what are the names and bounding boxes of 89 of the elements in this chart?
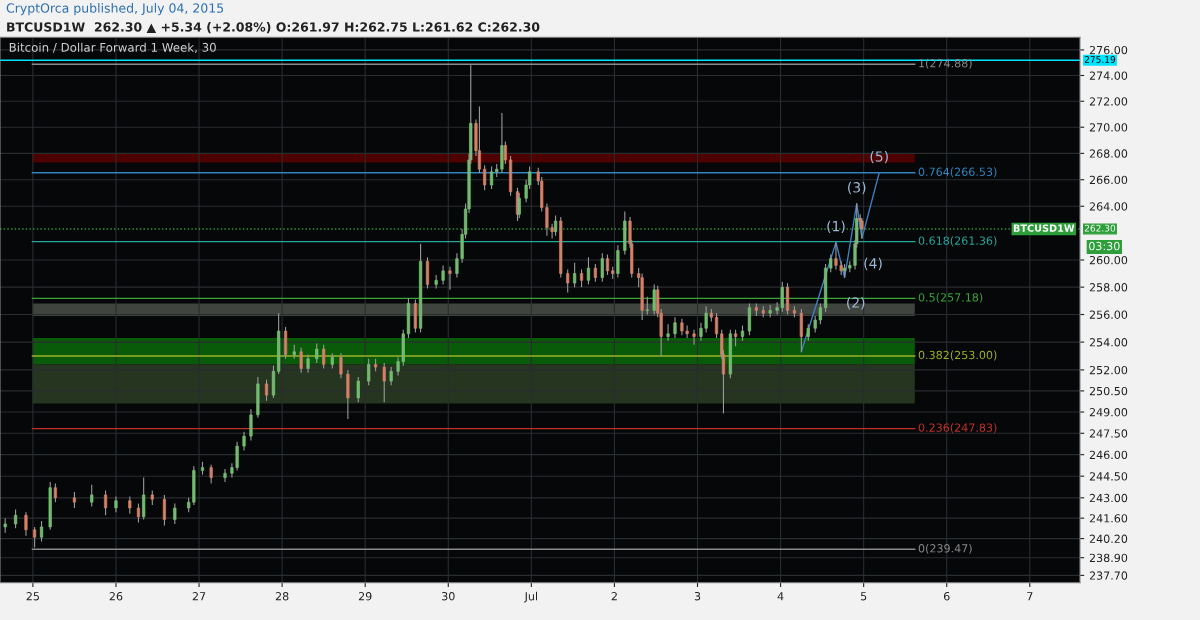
y-tick-label: 266.00 bbox=[1089, 175, 1128, 185]
x-tick-label: 25 bbox=[26, 592, 39, 601]
candlestick bbox=[566, 268, 570, 294]
candlestick bbox=[382, 362, 386, 403]
x-tick-label: 3 bbox=[694, 592, 701, 601]
annotation: (3) bbox=[848, 181, 866, 195]
y-tick-label: 270.00 bbox=[1089, 123, 1128, 132]
candlestick bbox=[728, 329, 732, 379]
y-tick-label: 256.00 bbox=[1089, 310, 1128, 319]
y-tick-label: 268.00 bbox=[1089, 149, 1128, 158]
candlestick bbox=[593, 263, 597, 283]
candlestick bbox=[806, 323, 810, 342]
y-tick-label: 237.70 bbox=[1089, 571, 1128, 580]
annotation: (5) bbox=[870, 150, 888, 164]
x-tick-label: 28 bbox=[275, 592, 289, 601]
candlestick bbox=[330, 352, 334, 370]
ref-line-label: 0.5(257.18) bbox=[918, 292, 983, 303]
candlestick bbox=[413, 298, 417, 333]
candlestick bbox=[3, 517, 7, 534]
y-tick-label: 250.50 bbox=[1089, 386, 1128, 396]
candlestick bbox=[53, 482, 57, 503]
y-tick-label: 258.00 bbox=[1089, 283, 1128, 292]
text: 03:30 bbox=[1089, 241, 1120, 251]
candlestick bbox=[645, 296, 649, 316]
candlestick bbox=[277, 312, 281, 375]
candlestick bbox=[434, 274, 438, 290]
candlestick bbox=[48, 481, 52, 531]
x-tick-label: 2 bbox=[611, 592, 617, 601]
y-tick-label: 260.00 bbox=[1089, 255, 1128, 265]
line-series bbox=[800, 172, 880, 353]
candlestick bbox=[559, 216, 563, 279]
candlestick bbox=[799, 308, 803, 353]
y-tick-label: 246.00 bbox=[1089, 450, 1128, 460]
y-tick-label: 252.00 bbox=[1089, 365, 1128, 375]
ref-line-label: 0.764(266.53) bbox=[918, 167, 997, 178]
y-tick-label: 247.50 bbox=[1089, 429, 1128, 438]
text: CryptOrca published, July 04, 2015 bbox=[6, 3, 224, 16]
y-tick-label: 243.00 bbox=[1089, 493, 1128, 503]
x-tick-label: 6 bbox=[943, 592, 950, 601]
candlestick bbox=[315, 342, 319, 364]
y-tick-label: 276.00 bbox=[1089, 45, 1128, 55]
candlestick bbox=[356, 376, 360, 403]
chart-subtitle: BTCUSD1W 262.30 ▲ +5.34 (+2.08%) O:261.97 H:262.75 L:261.62 C:262.30 bbox=[7, 22, 540, 34]
y-tick-label: 272.00 bbox=[1089, 97, 1128, 106]
candlestick bbox=[389, 366, 393, 386]
ref-line-label: 0.236(247.83) bbox=[918, 423, 997, 434]
annotation: (2) bbox=[847, 297, 865, 310]
candlestick bbox=[142, 477, 146, 521]
ref-line-label: 0.618(261.36) bbox=[918, 236, 997, 247]
candlestick bbox=[292, 344, 296, 360]
candlestick bbox=[173, 503, 177, 525]
x-tick-label: 26 bbox=[109, 592, 123, 601]
candlestick bbox=[623, 211, 627, 256]
y-tick-label: 264.00 bbox=[1089, 202, 1128, 211]
y-tick-label: 238.90 bbox=[1089, 553, 1128, 563]
candlestick bbox=[761, 305, 765, 318]
candlestick bbox=[299, 347, 303, 374]
candlestick bbox=[128, 495, 132, 515]
annotation: (4) bbox=[864, 257, 882, 271]
candlestick bbox=[573, 262, 577, 288]
x-tick-label: 30 bbox=[442, 592, 455, 601]
y-tick-label: 249.00 bbox=[1089, 408, 1128, 417]
candlestick bbox=[483, 164, 487, 191]
y-tick-label: 240.20 bbox=[1089, 534, 1128, 543]
x-tick-label: 7 bbox=[1027, 592, 1033, 601]
y-tick-label: 241.60 bbox=[1089, 514, 1128, 523]
ref-line-label: 275.19 bbox=[1084, 56, 1116, 63]
x-tick-label: 29 bbox=[358, 592, 372, 601]
ref-line-label: 262.30 bbox=[1084, 224, 1116, 232]
candlestick bbox=[652, 283, 656, 316]
x-tick-label: 4 bbox=[777, 592, 784, 601]
candlestick bbox=[209, 464, 213, 484]
y-tick-label: 254.00 bbox=[1089, 338, 1128, 347]
chart-title: Bitcoin / Dollar Forward 1 Week, 30 bbox=[9, 42, 216, 53]
annotation: (1) bbox=[827, 220, 845, 234]
candlestick bbox=[600, 252, 604, 283]
candlestick bbox=[322, 344, 326, 370]
x-tick-label: Jul bbox=[524, 591, 538, 603]
ref-line-label: 0(239.47) bbox=[918, 543, 972, 554]
candlestick bbox=[367, 358, 371, 386]
x-tick-label: 27 bbox=[192, 592, 206, 601]
candlestick bbox=[90, 484, 94, 508]
ref-line-label: 1(274.88) bbox=[919, 58, 972, 69]
x-tick-label: 5 bbox=[860, 592, 867, 601]
annotation: BTCUSD1W bbox=[1013, 224, 1075, 232]
ref-line-label: 0.382(253.00) bbox=[918, 350, 997, 361]
candlestick bbox=[33, 526, 37, 548]
y-tick-label: 244.50 bbox=[1089, 472, 1128, 481]
y-tick-label: 274.00 bbox=[1089, 71, 1128, 80]
